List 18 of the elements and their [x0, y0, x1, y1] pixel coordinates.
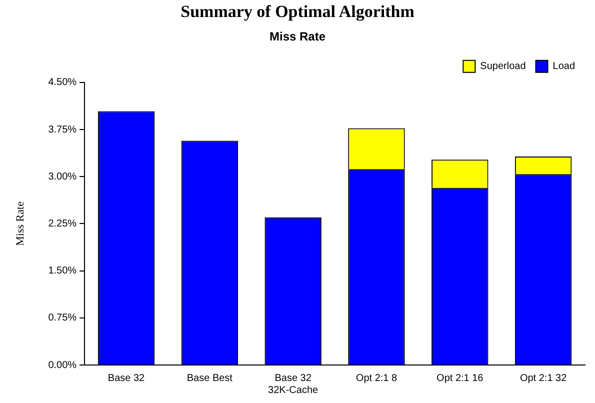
y-axis-title: Miss Rate: [14, 201, 26, 246]
x-tick-label: Base Best: [186, 372, 233, 384]
x-tick-label: Opt 2:1 8: [356, 372, 398, 384]
y-tick-label: 0.75%: [48, 312, 77, 324]
y-tick-label: 2.25%: [48, 218, 77, 230]
y-tick-label: 4.50%: [48, 77, 77, 88]
y-tick-label: 3.75%: [48, 124, 77, 136]
x-tick-label: Base 32 32K-Cache: [268, 372, 319, 396]
y-tick-label: 3.00%: [48, 171, 77, 182]
y-tick-label: 1.50%: [48, 266, 77, 277]
legend-label: Load: [552, 61, 576, 72]
x-tick-label: Opt 2:1 32: [520, 372, 568, 384]
chart-subtitle: Miss Rate: [269, 30, 326, 44]
legend-label: Superload: [480, 61, 526, 72]
x-tick-label: Opt 2:1 16: [436, 372, 484, 384]
y-tick-label: 0.00%: [48, 360, 77, 371]
x-tick-label: Base 32: [108, 372, 146, 384]
chart-title: Summary of Optimal Algorithm: [180, 2, 416, 22]
